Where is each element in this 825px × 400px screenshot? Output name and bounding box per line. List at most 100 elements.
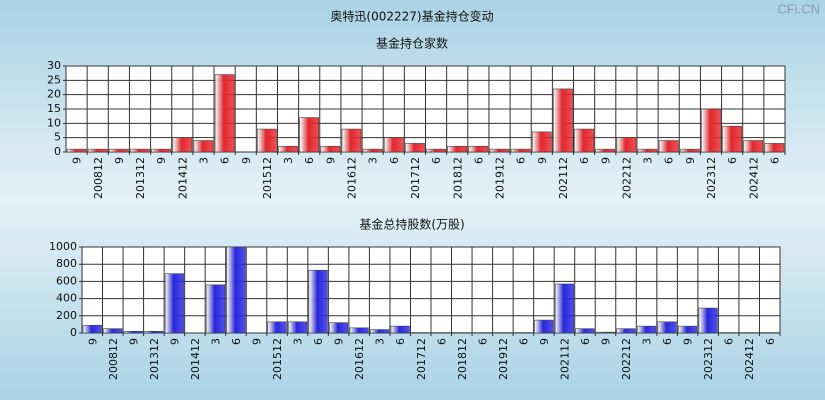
y-tick-label: 10 — [47, 116, 61, 129]
x-tick-label: 201912 — [497, 338, 510, 380]
x-tick-label: 3 — [282, 157, 295, 164]
x-tick-label: 200812 — [92, 157, 105, 199]
y-tick-label: 5 — [54, 131, 61, 144]
x-tick-label: 9 — [684, 157, 697, 164]
bar — [214, 74, 235, 153]
bar — [510, 148, 531, 153]
x-tick-label: 201412 — [176, 157, 189, 199]
x-tick-label: 6 — [472, 157, 485, 164]
x-tick-label: 9 — [155, 157, 168, 164]
page-title: 奥特迅(002227)基金持仓变动 — [330, 9, 493, 24]
x-tick-label: 6 — [578, 157, 591, 164]
bar — [489, 148, 510, 153]
y-tick-label: 1000 — [49, 240, 77, 253]
bar — [657, 321, 677, 334]
bar — [151, 148, 171, 153]
watermark: CFi.CN — [777, 1, 820, 16]
x-tick-label: 202312 — [705, 157, 718, 199]
y-tick-label: 0 — [70, 326, 77, 339]
x-tick-label: 3 — [642, 157, 655, 164]
x-tick-label: 9 — [127, 338, 140, 345]
y-tick-label: 200 — [56, 309, 77, 322]
bar — [680, 148, 700, 153]
x-tick-label: 6 — [768, 157, 781, 164]
x-tick-label: 9 — [682, 338, 695, 345]
x-tick-label: 6 — [723, 338, 736, 345]
bar — [405, 143, 425, 153]
x-tick-label: 9 — [71, 157, 84, 164]
x-tick-label: 201512 — [261, 157, 274, 199]
bar — [637, 148, 658, 153]
bar — [103, 328, 123, 334]
bar — [468, 145, 489, 153]
bar — [743, 140, 764, 153]
y-tick-label: 15 — [47, 102, 61, 115]
bar — [130, 148, 150, 153]
bar — [362, 148, 383, 153]
x-tick-label: 201312 — [148, 338, 161, 380]
y-tick-label: 600 — [56, 274, 77, 287]
x-tick-label: 6 — [435, 338, 448, 345]
x-tick-label: 6 — [394, 338, 407, 345]
bar — [267, 321, 287, 334]
x-tick-label: 6 — [312, 338, 325, 345]
x-tick-label: 202412 — [743, 338, 756, 380]
bar — [553, 88, 573, 153]
bar — [698, 307, 718, 334]
bar — [616, 328, 636, 334]
chart-title: 基金持仓家数 — [376, 36, 448, 51]
bar — [574, 128, 594, 153]
bar — [87, 148, 108, 153]
bar — [164, 273, 184, 334]
x-tick-label: 200812 — [107, 338, 120, 380]
bar — [257, 128, 277, 153]
bar — [534, 319, 554, 334]
bar — [172, 137, 193, 153]
bar — [658, 140, 679, 153]
x-tick-label: 202112 — [557, 157, 570, 199]
bar — [554, 283, 574, 334]
bar — [341, 128, 362, 153]
x-tick-label: 9 — [600, 338, 613, 345]
y-tick-label: 30 — [47, 59, 61, 72]
x-tick-label: 6 — [476, 338, 489, 345]
x-tick-label: 9 — [168, 338, 181, 345]
bar — [226, 246, 246, 334]
bar — [531, 131, 552, 153]
x-tick-label: 9 — [536, 157, 549, 164]
x-tick-label: 202212 — [620, 338, 633, 380]
x-tick-label: 9 — [251, 338, 264, 345]
x-tick-label: 6 — [388, 157, 401, 164]
x-tick-label: 202112 — [558, 338, 571, 380]
x-tick-label: 3 — [198, 157, 211, 164]
y-tick-label: 800 — [56, 257, 77, 270]
x-tick-label: 3 — [641, 338, 654, 345]
bar — [722, 125, 742, 153]
x-tick-label: 201612 — [346, 157, 359, 199]
x-tick-label: 6 — [663, 157, 676, 164]
bar — [426, 148, 446, 153]
bar — [193, 140, 214, 153]
bar — [66, 148, 87, 153]
bar — [144, 330, 164, 334]
bar — [349, 327, 369, 334]
x-tick-label: 201312 — [134, 157, 147, 199]
bar — [390, 325, 410, 334]
x-tick-label: 6 — [726, 157, 739, 164]
bar — [575, 328, 595, 334]
chart-title: 基金总持股数(万股) — [359, 217, 464, 232]
bar — [701, 108, 721, 153]
bar — [205, 284, 225, 334]
bar — [320, 145, 341, 153]
bar — [383, 137, 404, 153]
x-tick-label: 201812 — [456, 338, 469, 380]
x-tick-label: 6 — [517, 338, 530, 345]
bar — [447, 145, 468, 153]
x-tick-label: 6 — [661, 338, 674, 345]
bar — [308, 269, 328, 334]
x-tick-label: 6 — [579, 338, 592, 345]
y-tick-label: 25 — [47, 73, 61, 86]
bar — [278, 145, 298, 153]
bar — [329, 322, 349, 334]
